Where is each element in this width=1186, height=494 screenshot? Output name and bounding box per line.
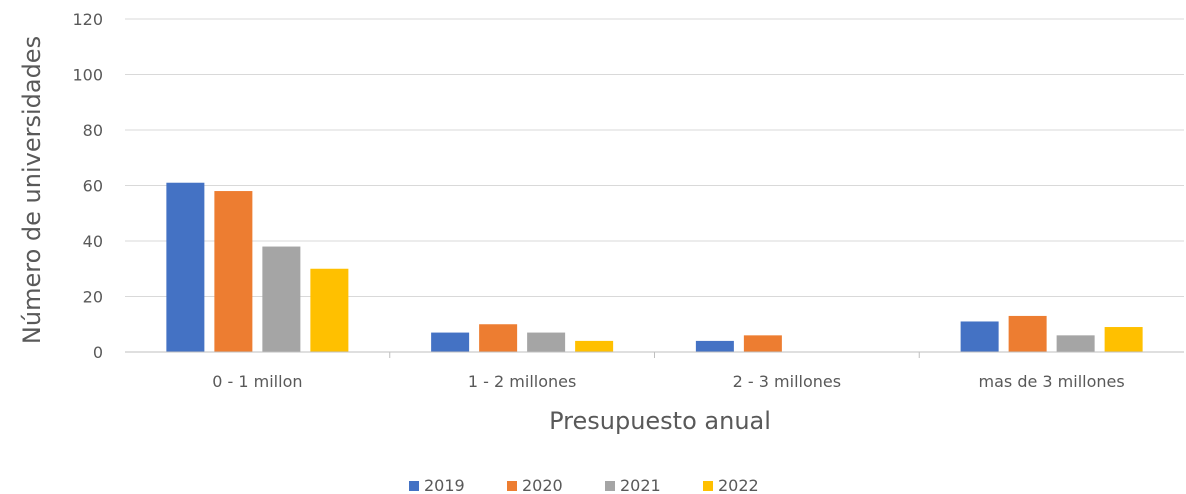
bar-2022-3: [1104, 327, 1143, 352]
x-tick-label: 0 - 1 millon: [212, 372, 302, 391]
legend-label: 2020: [522, 476, 563, 494]
x-axis: [125, 351, 1184, 358]
y-tick-label: 0: [93, 343, 103, 362]
y-axis-ticks: 0 20 40 60 80 100 120: [72, 10, 103, 362]
legend-swatch-2019: [409, 481, 419, 491]
bar-2019-3: [960, 321, 999, 352]
bar-2021-3: [1056, 335, 1095, 352]
legend-swatch-2021: [605, 481, 615, 491]
bar-2019-2: [695, 340, 734, 352]
x-axis-title: Presupuesto anual: [549, 407, 771, 435]
x-tick-label: 1 - 2 millones: [468, 372, 576, 391]
bar-2019-0: [166, 182, 205, 352]
y-tick-label: 20: [83, 288, 103, 307]
bar-2020-1: [479, 324, 518, 352]
y-tick-label: 40: [83, 232, 103, 251]
bars: [166, 182, 1143, 352]
y-axis-title: Número de universidades: [18, 36, 46, 344]
gridlines: [125, 18, 1184, 297]
y-tick-label: 60: [83, 177, 103, 196]
bar-2020-2: [743, 335, 782, 352]
x-tick-label: 2 - 3 millones: [733, 372, 841, 391]
legend-swatch-2022: [703, 481, 713, 491]
bar-2021-1: [527, 332, 566, 352]
bar-2019-1: [431, 332, 470, 352]
bar-2020-0: [214, 191, 253, 352]
bar-2021-0: [262, 246, 301, 352]
y-tick-label: 120: [72, 10, 103, 29]
legend-swatch-2020: [507, 481, 517, 491]
y-tick-label: 80: [83, 121, 103, 140]
y-tick-label: 100: [72, 66, 103, 85]
bar-2022-1: [575, 340, 614, 352]
bar-2022-0: [310, 268, 349, 352]
x-tick-label: mas de 3 millones: [979, 372, 1125, 391]
legend: 2019 2020 2021 2022: [409, 476, 759, 494]
legend-label: 2022: [718, 476, 759, 494]
legend-label: 2021: [620, 476, 661, 494]
bar-2020-3: [1008, 315, 1047, 352]
x-axis-ticks: 0 - 1 millon 1 - 2 millones 2 - 3 millones…: [212, 372, 1124, 391]
legend-label: 2019: [424, 476, 465, 494]
